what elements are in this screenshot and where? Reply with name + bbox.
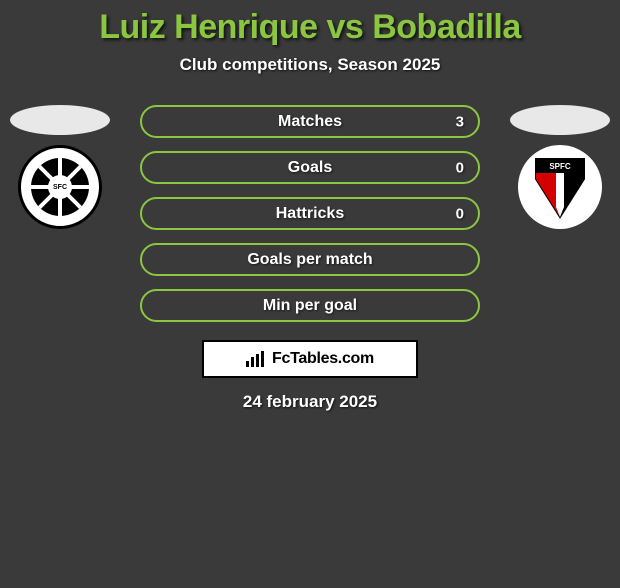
stat-label: Min per goal bbox=[263, 297, 357, 315]
club-badge-right-text: SPFC bbox=[549, 162, 571, 171]
chart-icon bbox=[246, 351, 266, 367]
stat-label: Goals per match bbox=[247, 251, 372, 269]
club-badge-left-text: SFC bbox=[48, 175, 72, 199]
table-row: Matches 3 bbox=[140, 105, 480, 138]
stat-right-value: 0 bbox=[456, 159, 464, 176]
club-badge-right-shield: SPFC bbox=[534, 157, 586, 219]
stats-table: Matches 3 Goals 0 Hattricks 0 Goals per … bbox=[140, 105, 480, 322]
footer: FcTables.com 24 february 2025 bbox=[0, 340, 620, 412]
table-row: Goals per match bbox=[140, 243, 480, 276]
stat-right-value: 3 bbox=[456, 113, 464, 130]
player-photo-placeholder bbox=[510, 105, 610, 135]
stat-label: Matches bbox=[278, 113, 342, 131]
club-badge-right: SPFC bbox=[518, 145, 602, 229]
comparison-title: Luiz Henrique vs Bobadilla bbox=[0, 8, 620, 47]
stat-right-value: 0 bbox=[456, 205, 464, 222]
table-row: Hattricks 0 bbox=[140, 197, 480, 230]
club-badge-left-inner: SFC bbox=[31, 158, 89, 216]
table-row: Goals 0 bbox=[140, 151, 480, 184]
player-right: SPFC bbox=[510, 105, 610, 229]
generated-date: 24 february 2025 bbox=[243, 392, 377, 412]
brand-text: FcTables.com bbox=[272, 350, 374, 368]
player-photo-placeholder bbox=[10, 105, 110, 135]
comparison-main: SFC SPFC Matches 3 Goals 0 bbox=[0, 105, 620, 412]
player-left: SFC bbox=[10, 105, 110, 229]
stat-label: Goals bbox=[288, 159, 332, 177]
table-row: Min per goal bbox=[140, 289, 480, 322]
stat-label: Hattricks bbox=[276, 205, 344, 223]
comparison-subtitle: Club competitions, Season 2025 bbox=[0, 55, 620, 75]
brand-box: FcTables.com bbox=[202, 340, 418, 378]
club-badge-left: SFC bbox=[18, 145, 102, 229]
